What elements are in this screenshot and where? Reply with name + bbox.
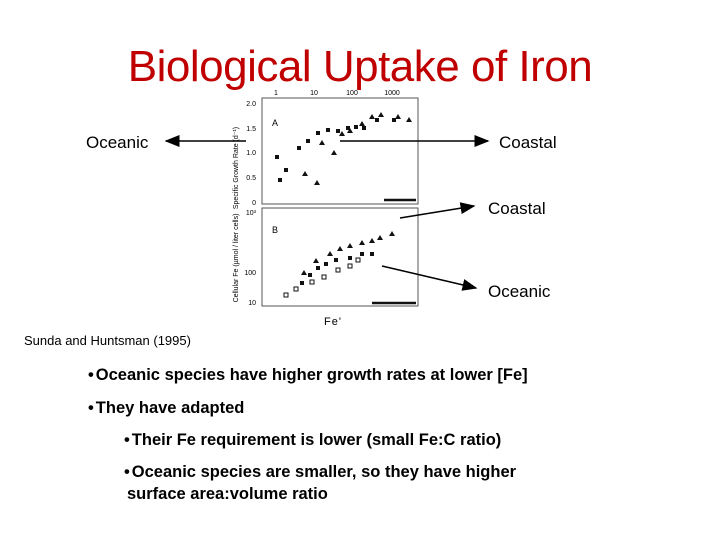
fe-axis-label: Fe' [324,316,342,328]
panel-b-ytick: 10³ [246,210,257,217]
citation: Sunda and Huntsman (1995) [24,333,191,348]
bullet-text: Oceanic species are smaller, so they hav… [131,463,517,481]
panel-a-letter: A [272,118,278,128]
sub-bullet-item: • Their Fe requirement is lower (small Fe… [124,431,501,450]
panel-a-triangle-markers [302,112,412,185]
panel-b-frame [261,207,419,307]
bullet-dot: • [124,431,130,449]
coastal-bottom-arrow [399,202,476,219]
panel-a-ytick: 1.0 [246,150,256,157]
panel-a-ytick: 0.5 [246,175,256,182]
bullet-item: • They have adapted [88,399,244,418]
label-oceanic-bottom: Oceanic [488,282,551,301]
bullet-dot: • [124,463,130,481]
panel-b-ytick: 10 [248,300,256,307]
panel-a-xtick: 10 [310,90,318,97]
panel-a-xtick: 1000 [384,90,400,97]
panel-a-square-markers [275,118,396,182]
panel-b-letter: B [272,225,278,235]
oceanic-bottom-arrow [381,265,478,291]
panel-b-triangle-markers [301,231,395,275]
label-coastal-bottom: Coastal [488,199,546,218]
bullet-text: Their Fe requirement is lower (small Fe:… [131,431,502,449]
sub-bullet-item: • Oceanic species are smaller, so they ha… [124,463,516,482]
panel-a-xtick: 1 [274,90,278,97]
bullet-dot: • [88,399,94,417]
panel-a-frame [261,97,419,205]
sub-bullet-continuation: surface area:volume ratio [127,485,328,503]
panel-b-ytick: 100 [244,270,256,277]
bullet-item: • Oceanic species have higher growth rate… [88,366,528,385]
panel-b-open-markers [283,257,361,298]
slide-title: Biological Uptake of Iron [127,42,593,91]
bullet-text: They have adapted [95,399,245,417]
bullet-dot: • [88,366,94,384]
panel-a-xtick: 100 [346,90,358,97]
panel-a-ytick: 1.5 [246,126,256,133]
panel-a-ylabel: Specific Growth Rate (d⁻¹) [233,127,240,209]
panel-a-ytick: 2.0 [246,101,256,108]
panel-a-ytick: 0 [252,200,256,207]
label-coastal-top: Coastal [499,133,557,152]
label-oceanic-top: Oceanic [86,133,149,152]
bullet-text: Oceanic species have higher growth rates… [95,366,528,384]
panel-b-ylabel: Cellular Fe (µmol / liter cells) [233,214,240,303]
panel-b-square-markers [300,252,374,285]
